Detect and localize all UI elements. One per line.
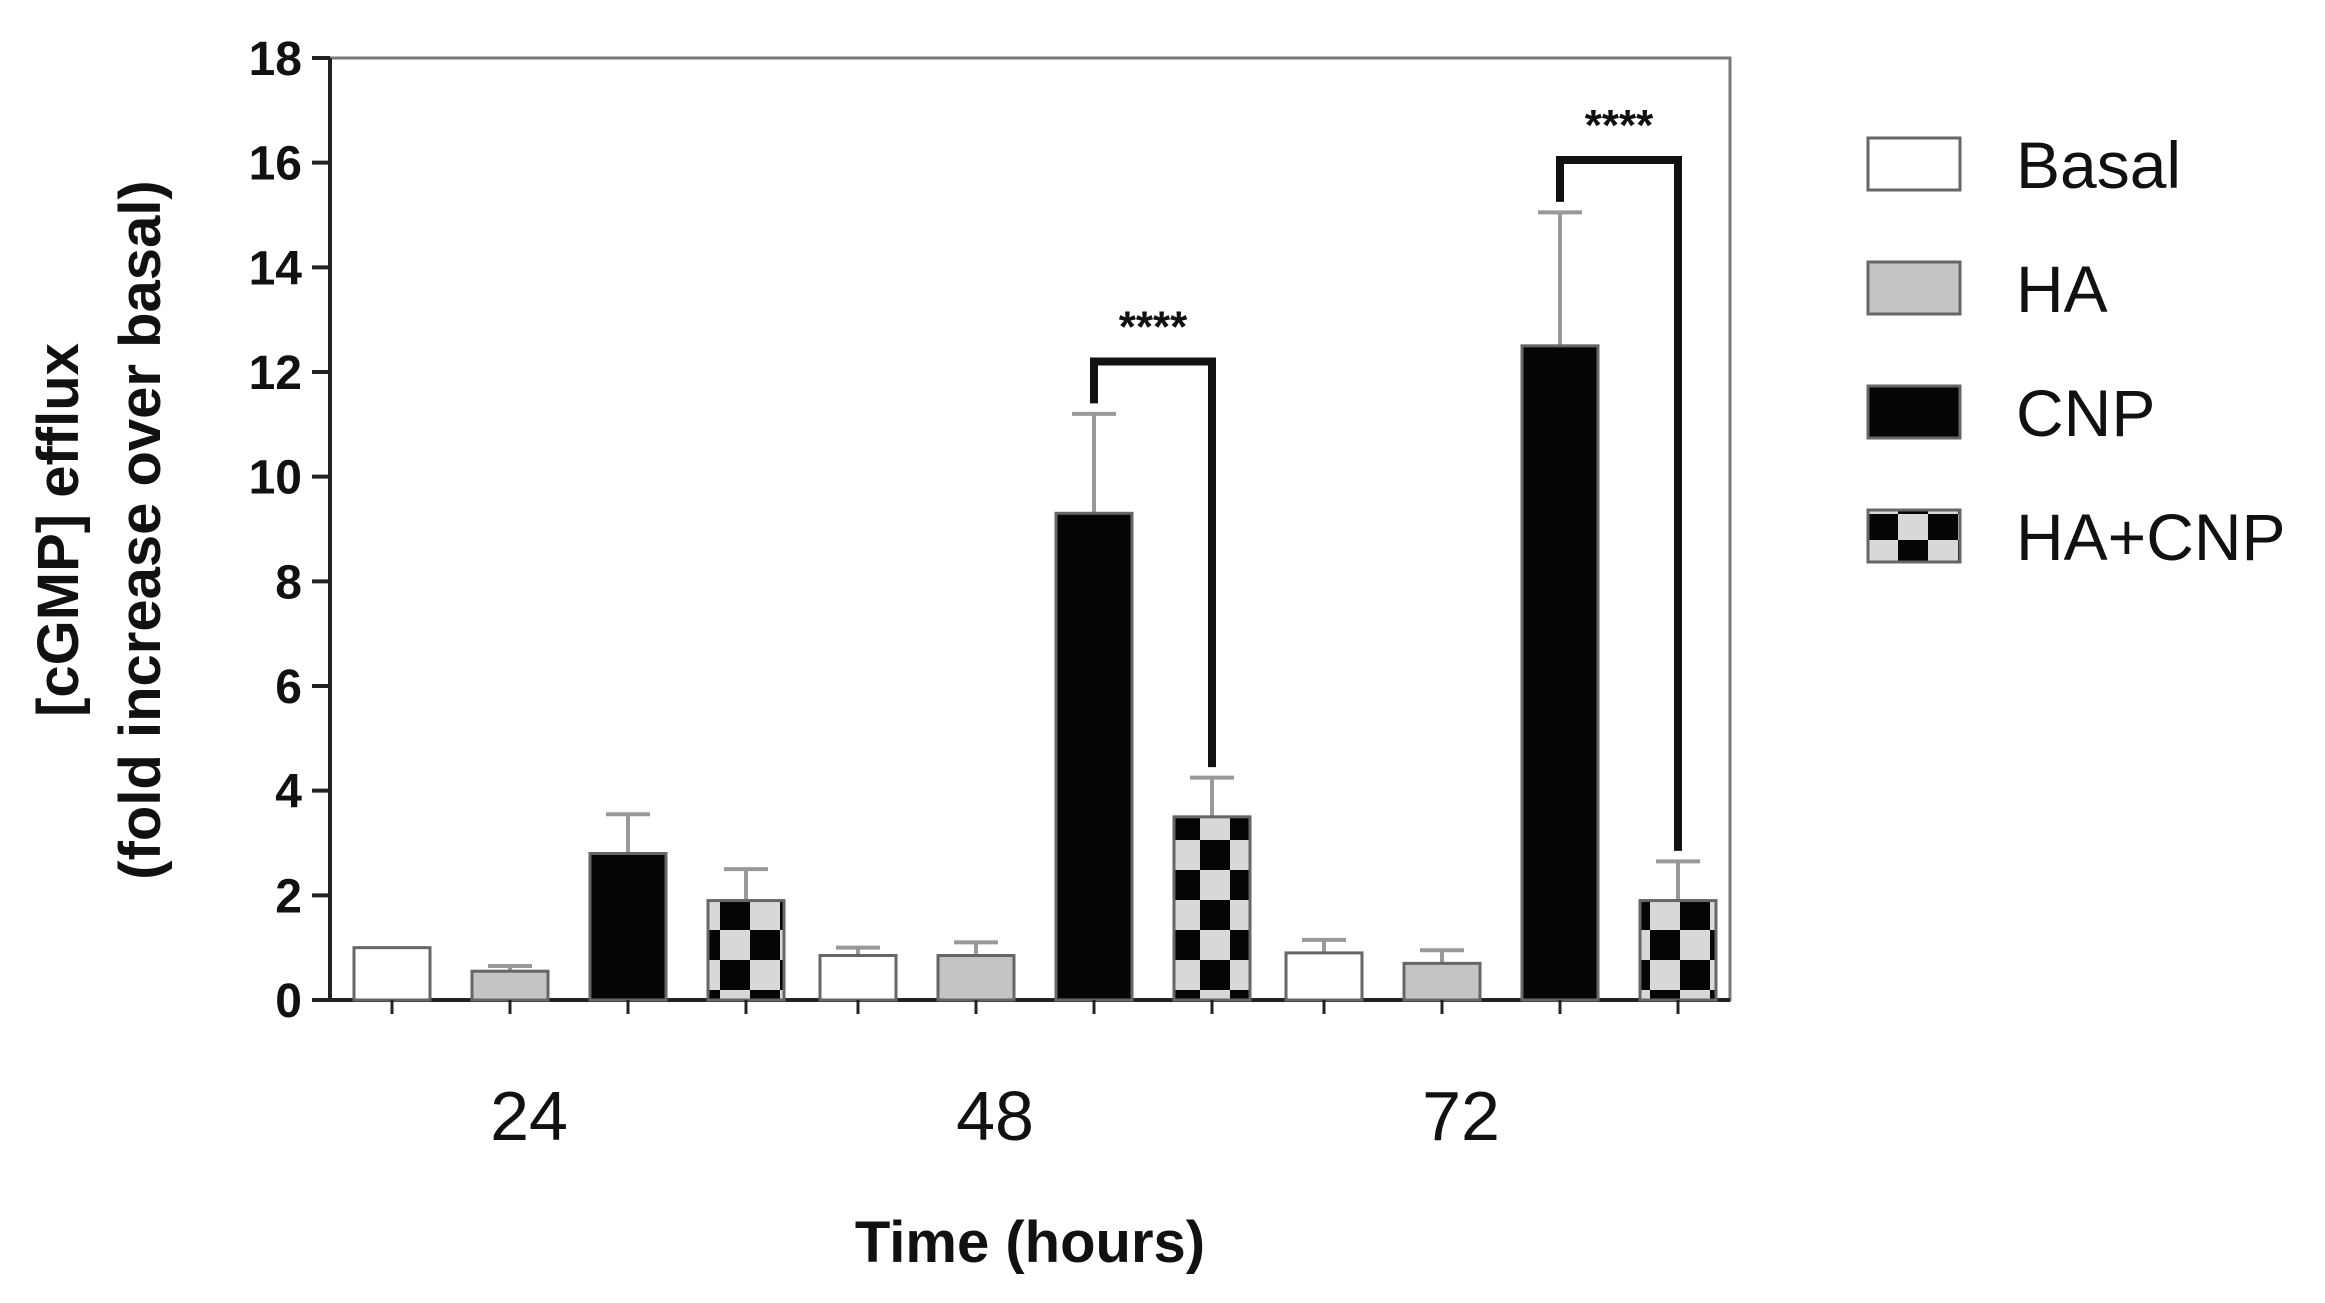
y-tick-label: 14 [249,242,303,295]
legend-swatch [1866,136,1962,192]
bar-ha-cnp-72 [1638,899,1718,1002]
y-tick-label: 4 [275,766,302,819]
legend-swatch [1866,384,1962,440]
y-tick-label: 6 [275,661,302,714]
y-tick-label: 8 [275,556,302,609]
plot-frame [328,56,1732,1002]
y-ticks: 0 2 4 6 8 10 12 14 16 18 [249,33,330,1028]
significance-label: **** [1585,101,1654,150]
bar-cnp-72 [1520,344,1600,1002]
y-tick-label: 16 [249,138,302,191]
bar-ha-72 [1402,961,1482,1002]
legend-label: HA+CNP [2016,500,2286,574]
legend-label: Basal [2016,128,2181,202]
legend-swatch [1866,508,1962,564]
legend-label: CNP [2016,376,2155,450]
y-axis-title-line2: (fold increase over basal) [108,180,173,879]
legend: Basal HA CNP HA+CNP [1866,128,2286,574]
x-category-label: 24 [490,1077,568,1155]
bar-cnp-48 [1054,511,1134,1002]
bar-cnp-24 [588,851,668,1002]
y-tick-label: 0 [275,975,302,1028]
bar-ha-48 [936,954,1016,1002]
y-tick-label: 2 [275,870,302,923]
significance-bracket [1556,156,1682,851]
x-ticks: 24 48 72 [390,1000,1680,1155]
x-category-label: 48 [956,1077,1034,1155]
y-tick-label: 18 [249,33,302,86]
significance-bracket [1090,357,1216,768]
bar-ha-cnp-48 [1172,815,1252,1002]
significance-label: **** [1119,303,1188,352]
y-tick-label: 10 [249,452,302,505]
bar-ha-cnp-24 [706,899,786,1002]
legend-swatch [1866,260,1962,316]
bar-basal-72 [1284,951,1364,1002]
y-tick-label: 12 [249,347,302,400]
x-category-label: 72 [1422,1077,1500,1155]
bar-basal-24 [352,946,432,1002]
significance-brackets: **** **** [1090,101,1682,851]
y-axis-title-line1: [cGMP] efflux [26,343,91,717]
legend-label: HA [2016,252,2108,326]
x-axis-title: Time (hours) [855,1210,1205,1275]
bars [352,210,1718,1002]
bar-ha-24 [470,969,550,1002]
bar-basal-48 [818,954,898,1002]
